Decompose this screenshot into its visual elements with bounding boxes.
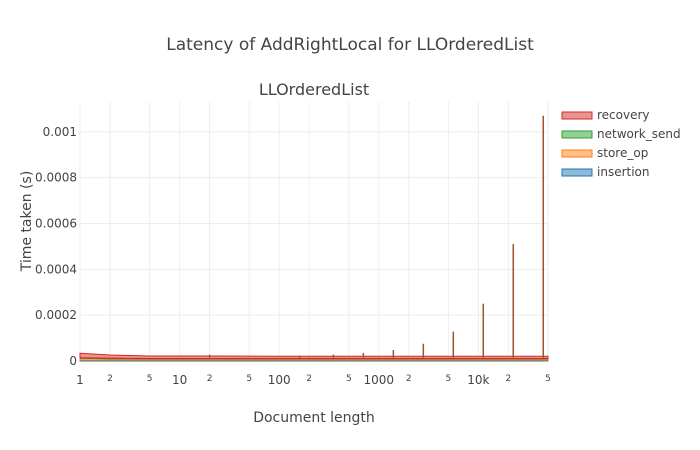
spike-lines	[208, 115, 545, 358]
x-tick-label: 100	[268, 373, 291, 387]
legend-label-insertion: insertion	[597, 165, 650, 179]
x-tick-label: 2	[207, 374, 213, 384]
x-tick-label: 1000	[364, 373, 395, 387]
legend-swatch-network_send	[561, 130, 593, 139]
x-tick-label: 2	[406, 374, 412, 384]
grid-lines	[79, 102, 549, 362]
x-tick-label: 5	[147, 374, 153, 384]
x-tick-label: 5	[246, 374, 252, 384]
y-tick-label: 0	[69, 354, 77, 368]
x-tick-label: 2	[107, 374, 113, 384]
x-tick-label: 2	[306, 374, 312, 384]
x-tick-label: 2	[505, 374, 511, 384]
legend-swatch-insertion	[561, 168, 593, 177]
chart-title: Latency of AddRightLocal for LLOrderedLi…	[166, 35, 534, 55]
x-axis-ticks: 1 2 5 10 2 5 100 2 5 1000 2 5 10k 2 5	[76, 373, 551, 387]
x-axis-title: Document length	[253, 410, 375, 426]
y-tick-label: 0.001	[43, 125, 77, 139]
legend: recovery network_send store_op insertion	[561, 108, 681, 179]
legend-swatch-store_op	[561, 149, 593, 158]
x-tick-label: 5	[346, 374, 352, 384]
y-axis-ticks: 0 0.0002 0.0004 0.0006 0.0008 0.001	[35, 125, 77, 368]
y-tick-label: 0.0006	[35, 216, 77, 230]
x-tick-label: 1	[76, 373, 84, 387]
y-tick-label: 0.0008	[35, 171, 77, 185]
legend-swatch-recovery	[561, 111, 593, 120]
legend-label-store_op: store_op	[597, 146, 648, 160]
area-recovery	[79, 352, 549, 359]
x-tick-label: 10k	[467, 373, 489, 387]
legend-label-network_send: network_send	[597, 127, 681, 141]
legend-label-recovery: recovery	[597, 108, 650, 122]
area-series	[79, 352, 549, 362]
x-tick-label: 10	[172, 373, 187, 387]
x-tick-label: 5	[545, 374, 551, 384]
y-axis-title: Time taken (s)	[19, 171, 35, 273]
y-tick-label: 0.0002	[35, 308, 77, 322]
chart-subtitle: LLOrderedList	[259, 80, 369, 99]
y-tick-label: 0.0004	[35, 262, 77, 276]
x-tick-label: 5	[446, 374, 452, 384]
